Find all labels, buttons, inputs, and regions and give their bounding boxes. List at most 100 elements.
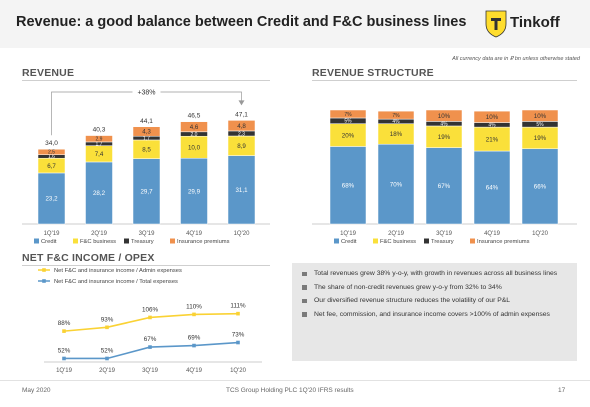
revenue-legend-label: F&C business xyxy=(80,239,116,245)
revenue-bar-label: 28,2 xyxy=(93,190,106,197)
revenue-legend-label: Insurance premiums xyxy=(177,239,230,245)
revenue-bar-label: 8,5 xyxy=(142,147,151,154)
line-point-label: 111% xyxy=(230,303,246,310)
structure-legend-swatch xyxy=(470,238,475,244)
revenue-legend-label: Treasury xyxy=(131,239,154,245)
structure-bar-credit xyxy=(425,147,463,225)
structure-legend-label: Treasury xyxy=(431,239,454,245)
revenue-total-label: 47,1 xyxy=(235,111,248,118)
line-point xyxy=(236,340,240,345)
revenue-bar-insurance xyxy=(37,148,66,155)
structure-bar-insurance xyxy=(425,109,463,122)
line-point xyxy=(192,343,196,348)
revenue-bar-label: 4,3 xyxy=(142,129,151,136)
growth-label: +38% xyxy=(137,90,155,97)
lines-legend-label: Net F&C and insurance income / Admin exp… xyxy=(54,268,182,274)
revenue-bar-label: 1,7 xyxy=(96,142,103,148)
structure-legend-label: F&C business xyxy=(380,239,416,245)
revenue-bar-credit xyxy=(132,158,161,225)
structure-bar-label: 5% xyxy=(536,122,544,128)
revenue-bar-label: 1,7 xyxy=(143,136,150,142)
key-point: Total revenues grew 38% y-o-y, with grow… xyxy=(302,269,569,279)
revenue-legend-swatch xyxy=(170,238,175,244)
revenue-structure-title-underline xyxy=(312,80,577,81)
lines-x-tick-label: 1Q'19 xyxy=(56,368,72,374)
key-point: Net fee, commission, and insurance incom… xyxy=(302,310,569,320)
line-point-label: 52% xyxy=(101,347,114,354)
line-point-label: 88% xyxy=(58,320,71,327)
revenue-bar-label: 31,1 xyxy=(235,187,248,194)
structure-bar-label: 64% xyxy=(486,185,499,192)
revenue-bar-label: 2,9 xyxy=(96,137,103,143)
logo-text: Tinkoff xyxy=(510,14,560,31)
key-point: Our diversified revenue structure reduce… xyxy=(302,296,569,306)
revenue-bar-insurance xyxy=(227,120,256,132)
lines-legend-label: Net F&C and insurance income / Total exp… xyxy=(54,279,178,285)
structure-bar-label: 67% xyxy=(438,183,451,190)
revenue-bar-label: 29,7 xyxy=(140,189,153,196)
revenue-bar-label: 6,7 xyxy=(47,163,56,170)
revenue-total-label: 34,0 xyxy=(45,140,58,147)
revenue-x-tick-label: 1Q'19 xyxy=(44,231,60,237)
revenue-bar-label: 7,4 xyxy=(95,151,104,158)
footer-source: TCS Group Holding PLC 1Q'20 IFRS results xyxy=(226,387,354,394)
tinkoff-logo: Tinkoff xyxy=(484,10,584,38)
revenue-bar-insurance xyxy=(180,121,208,133)
revenue-title-underline xyxy=(22,80,270,81)
lines-x-tick-label: 3Q'19 xyxy=(142,368,158,374)
revenue-x-tick-label: 4Q'19 xyxy=(186,231,202,237)
footer-divider xyxy=(0,380,590,381)
revenue-bar-label: 29,9 xyxy=(188,188,201,195)
tinkoff-shield-icon xyxy=(485,10,507,38)
structure-bar-label: 5% xyxy=(344,119,352,125)
revenue-bar-label: 23,2 xyxy=(45,196,58,203)
lines-x-tick-label: 2Q'19 xyxy=(99,368,115,374)
structure-bar-label: 7% xyxy=(344,112,352,118)
line-point xyxy=(192,312,196,317)
structure-bar-insurance xyxy=(521,109,559,122)
structure-legend-swatch xyxy=(424,238,429,244)
revenue-bar-insurance xyxy=(85,135,113,143)
structure-bar-label: 10% xyxy=(534,113,547,120)
line-series-total xyxy=(64,341,239,360)
line-point xyxy=(236,311,240,316)
lines-legend-marker xyxy=(42,268,46,272)
structure-bar-insurance xyxy=(377,110,415,120)
structure-bar-insurance xyxy=(473,110,511,123)
structure-x-tick-label: 2Q'19 xyxy=(388,231,404,237)
structure-bar-label: 21% xyxy=(486,136,499,143)
structure-x-tick-label: 4Q'19 xyxy=(484,231,500,237)
revenue-bar-label: 8,9 xyxy=(237,143,246,150)
revenue-bar-label: 2,3 xyxy=(238,131,245,137)
key-point: The share of non-credit revenues grew y-… xyxy=(302,283,569,293)
revenue-structure-title: REVENUE STRUCTURE xyxy=(312,67,434,79)
structure-legend-swatch xyxy=(334,238,339,244)
structure-x-tick-label: 1Q'20 xyxy=(532,231,548,237)
page-title: Revenue: a good balance between Credit a… xyxy=(16,14,467,30)
structure-bar-label: 19% xyxy=(438,134,451,141)
line-point-label: 67% xyxy=(144,336,157,343)
line-point-label: 69% xyxy=(188,335,201,342)
structure-bar-label: 19% xyxy=(534,135,547,142)
structure-bar-credit xyxy=(521,148,559,225)
revenue-total-label: 46,5 xyxy=(188,113,201,120)
line-point-label: 52% xyxy=(58,347,71,354)
revenue-bar-label: 2,0 xyxy=(191,132,198,138)
revenue-bar-label: 4,8 xyxy=(237,123,246,130)
revenue-legend-label: Credit xyxy=(41,239,57,245)
title-bar: Revenue: a good balance between Credit a… xyxy=(0,0,590,48)
revenue-bar-label: 10,0 xyxy=(188,144,201,151)
line-point-label: 93% xyxy=(101,316,114,323)
line-point xyxy=(148,345,152,349)
revenue-bar-insurance xyxy=(132,126,161,137)
structure-bar-label: 7% xyxy=(392,113,400,119)
revenue-bar-label: 4,6 xyxy=(190,124,199,131)
line-point-label: 73% xyxy=(232,332,245,339)
revenue-bar-credit xyxy=(227,155,256,225)
structure-bar-label: 4% xyxy=(440,121,448,127)
revenue-title: REVENUE xyxy=(22,67,75,79)
line-point-label: 106% xyxy=(142,306,159,313)
structure-x-tick-label: 1Q'19 xyxy=(340,231,356,237)
